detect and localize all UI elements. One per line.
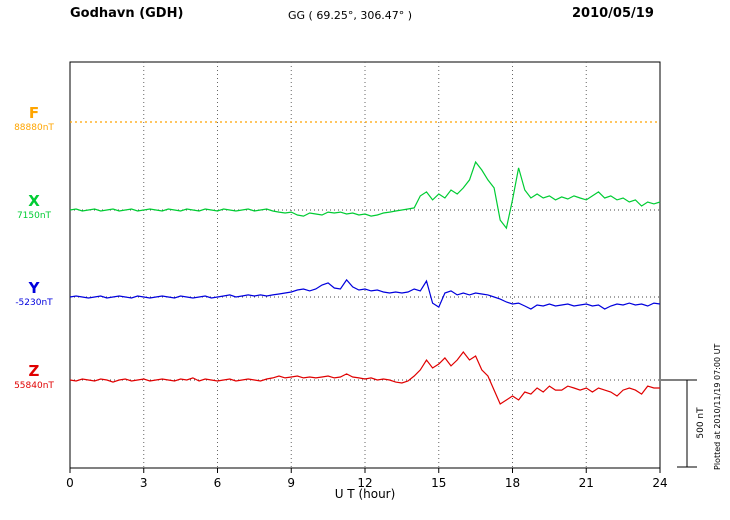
trace-label-Y: Y -5230nT bbox=[2, 281, 66, 308]
x-tick-label: 3 bbox=[140, 476, 148, 490]
plotted-note: Plotted at 2010/11/19 07:00 UT bbox=[713, 343, 722, 470]
trace-label-Z: Z 55840nT bbox=[2, 364, 66, 391]
trace-X bbox=[69, 160, 661, 230]
x-axis-label: U T (hour) bbox=[334, 487, 396, 501]
trace-Y bbox=[69, 278, 661, 310]
trace-label-F: F 88880nT bbox=[2, 106, 66, 133]
x-tick-label: 0 bbox=[66, 476, 74, 490]
trace-Z bbox=[69, 351, 660, 405]
trace-letter-X: X bbox=[28, 192, 40, 210]
trace-letter-Z: Z bbox=[28, 362, 40, 380]
plot-date: 2010/05/19 bbox=[572, 6, 654, 21]
trace-letter-Y: Y bbox=[28, 279, 40, 297]
trace-letter-F: F bbox=[28, 104, 40, 122]
x-tick-label: 21 bbox=[579, 476, 594, 490]
trace-baseline-X: 7150nT bbox=[16, 211, 52, 221]
trace-baseline-F: 88880nT bbox=[14, 123, 54, 133]
trace-baseline-Z: 55840nT bbox=[14, 381, 54, 391]
x-tick-label: 18 bbox=[505, 476, 520, 490]
trace-label-X: X 7150nT bbox=[2, 194, 66, 221]
x-tick-label: 15 bbox=[431, 476, 446, 490]
x-tick-label: 12 bbox=[357, 476, 372, 490]
x-tick-label: 6 bbox=[214, 476, 222, 490]
trace-baseline-Y: -5230nT bbox=[15, 298, 53, 308]
station-name: Godhavn (GDH) bbox=[70, 6, 184, 21]
geographic-coords: GG ( 69.25°, 306.47° ) bbox=[288, 9, 413, 22]
scale-bar-label: 500 nT bbox=[696, 407, 706, 439]
x-tick-label: 24 bbox=[652, 476, 667, 490]
x-tick-label: 9 bbox=[287, 476, 295, 490]
